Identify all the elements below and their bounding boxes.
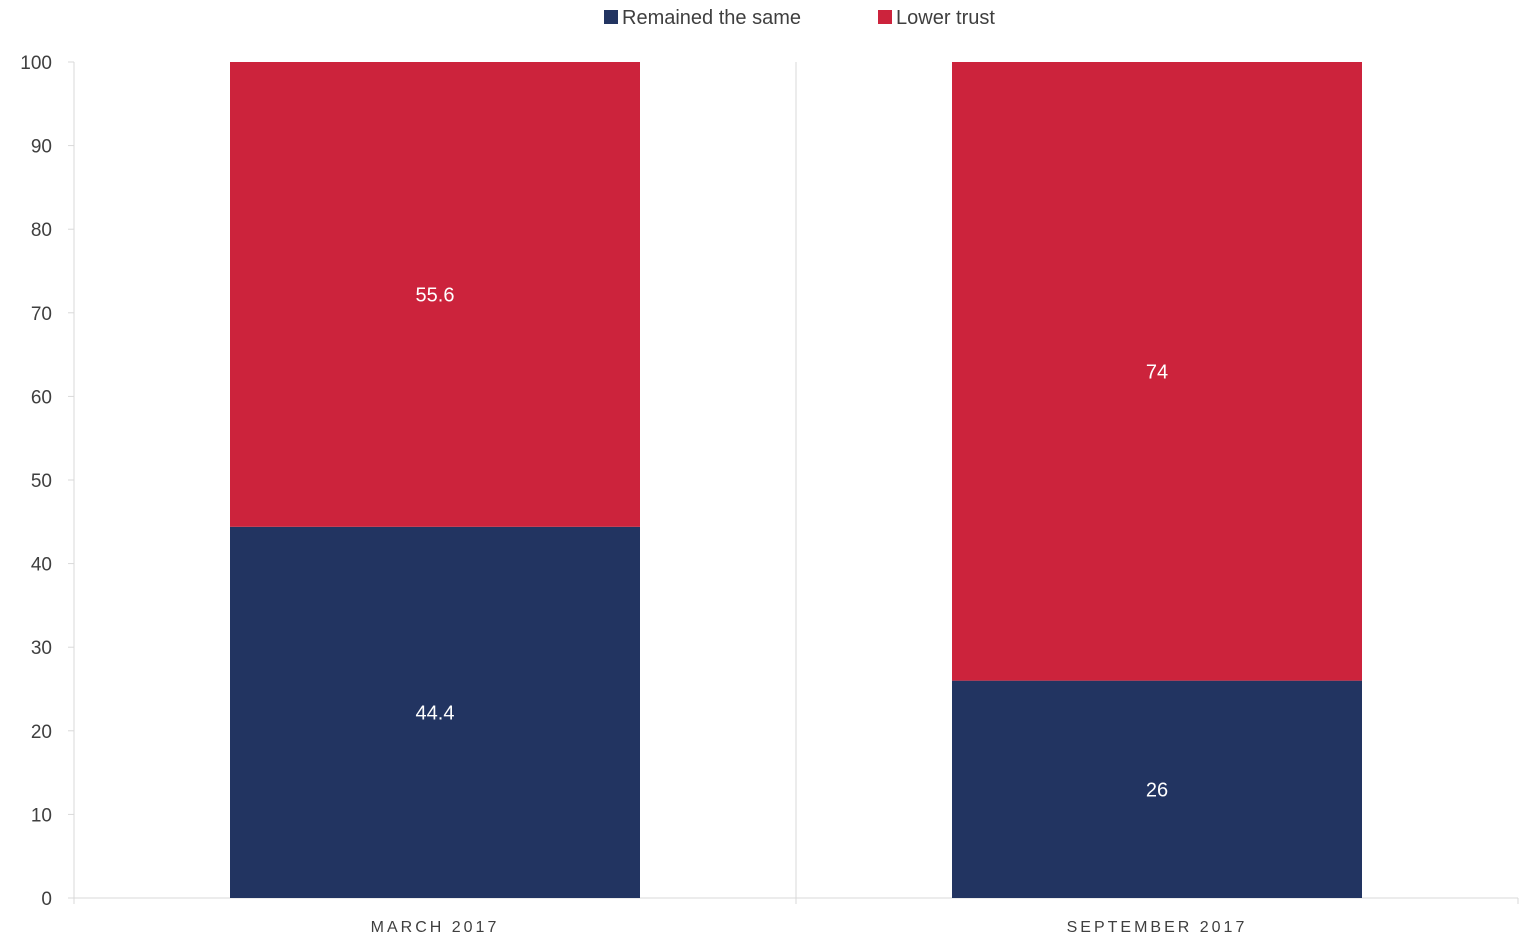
legend-swatch [878, 10, 892, 24]
data-labels: 44.4 55.6 26 74 [416, 284, 1169, 801]
bar-data-label: 26 [1146, 779, 1168, 801]
legend-item: Remained the same [604, 7, 801, 29]
y-tick-label: 50 [31, 471, 52, 492]
x-tick-label: MARCH 2017 [371, 919, 500, 936]
legend-label: Remained the same [622, 7, 801, 29]
y-tick-label: 20 [31, 722, 52, 743]
legend-item: Lower trust [878, 7, 995, 29]
bar-data-label: 74 [1146, 361, 1168, 383]
y-tick-label: 0 [41, 889, 52, 910]
bar-data-label: 44.4 [416, 702, 455, 724]
y-tick-label: 40 [31, 555, 52, 576]
bars [230, 62, 1362, 898]
y-tick-label: 30 [31, 638, 52, 659]
x-tick-label: SEPTEMBER 2017 [1067, 919, 1248, 936]
y-tick-label: 70 [31, 304, 52, 325]
bar-data-label: 55.6 [416, 284, 455, 306]
y-tick-label: 90 [31, 137, 52, 158]
axes: 0 10 20 30 40 50 60 70 80 90 100 MARCH 2017 SEPTEMBE… [20, 53, 1519, 936]
y-tick-label: 60 [31, 387, 52, 408]
legend-swatch [604, 10, 618, 24]
bar-segment [952, 62, 1362, 681]
bar-segment [952, 680, 1362, 898]
legend: Remained the same Lower trust [604, 7, 995, 29]
y-tick-label: 100 [20, 53, 52, 74]
legend-label: Lower trust [896, 7, 995, 29]
bar-segment [230, 62, 640, 527]
bar-segment [230, 526, 640, 898]
y-tick-label: 10 [31, 805, 52, 826]
y-tick-label: 80 [31, 220, 52, 241]
